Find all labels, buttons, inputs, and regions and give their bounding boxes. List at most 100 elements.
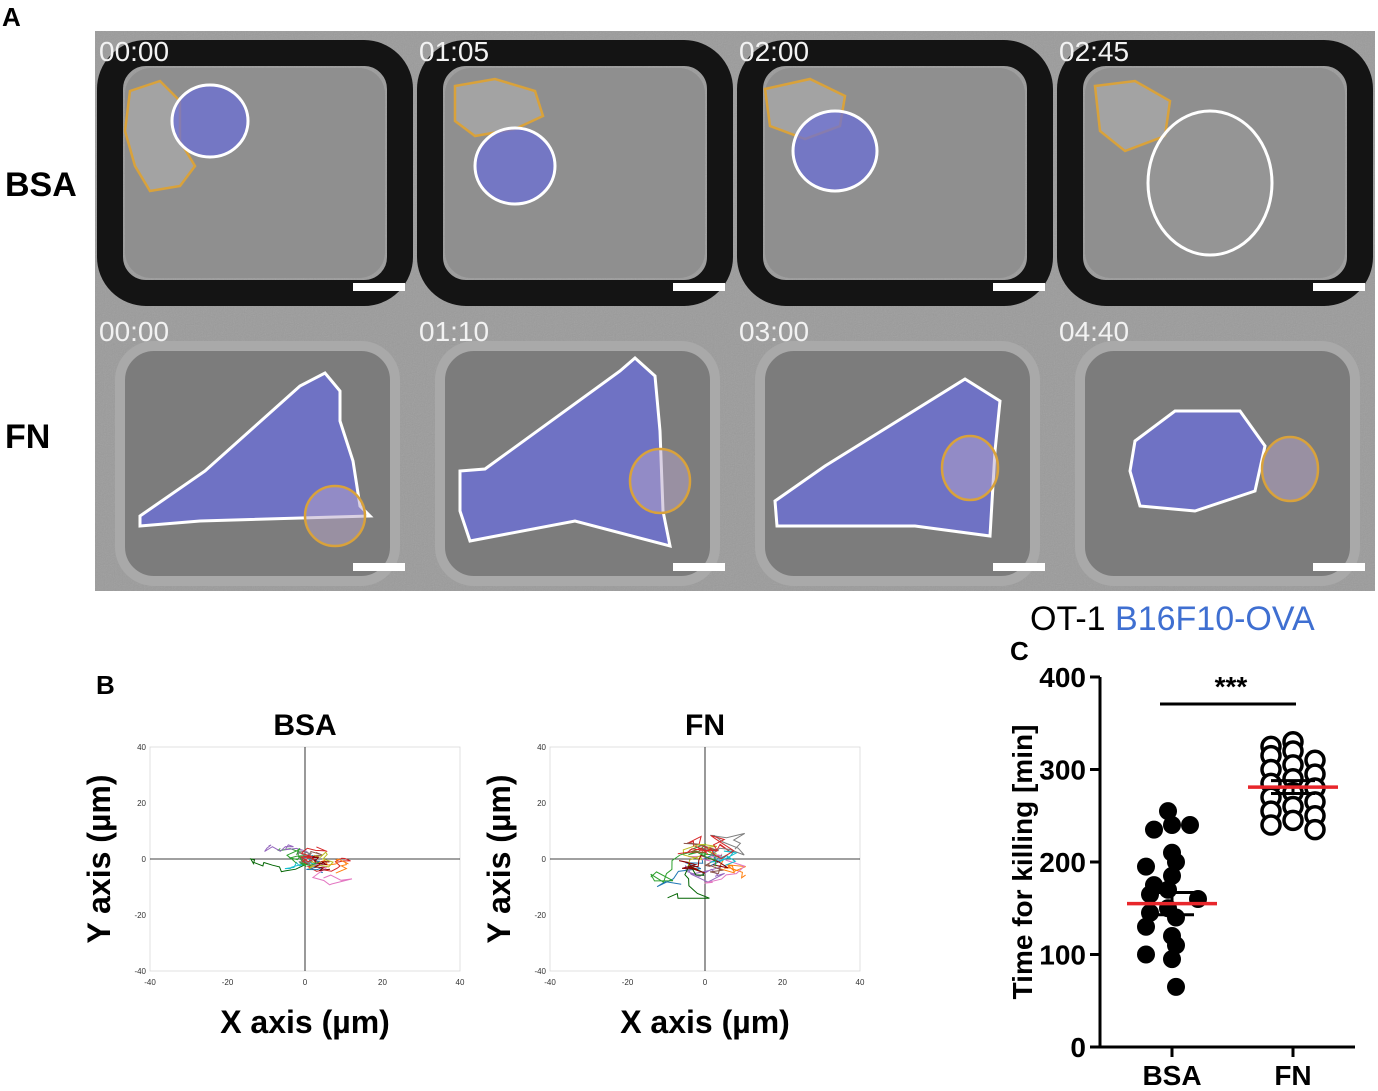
data-point — [1163, 816, 1181, 834]
x-axis-label: X axis (µm) — [620, 1004, 790, 1040]
data-point — [1163, 866, 1181, 885]
y-tick-label: 200 — [1039, 847, 1086, 878]
data-point — [1163, 950, 1181, 969]
x-tick-label: 20 — [778, 978, 787, 987]
tcell-outline — [940, 434, 1000, 502]
microscopy-tile: 00:00 — [95, 311, 415, 591]
y-tick-label: 20 — [537, 799, 546, 808]
cell-track — [306, 857, 351, 872]
scale-bar — [353, 563, 405, 571]
cell-track — [650, 850, 717, 883]
data-point — [1304, 818, 1326, 841]
data-point — [1167, 853, 1185, 871]
x-tick-label: 40 — [456, 978, 465, 987]
y-tick-label: 0 — [1070, 1032, 1086, 1063]
category-label: BSA — [1142, 1060, 1201, 1091]
data-point — [1141, 903, 1159, 922]
y-tick-label: -40 — [534, 967, 546, 976]
microwell-wall — [97, 40, 413, 306]
scale-bar — [993, 283, 1045, 291]
data-point — [1141, 885, 1159, 904]
microscopy-tile: 01:05 — [415, 31, 735, 311]
timestamp-label: 02:45 — [1059, 36, 1129, 67]
microscopy-tile: 04:40 — [1055, 311, 1375, 591]
x-tick-label: 20 — [378, 978, 387, 987]
cell-legend: OT-1 B16F10-OVA — [1030, 600, 1315, 639]
y-tick-label: 100 — [1039, 940, 1086, 971]
microwell-wall — [737, 40, 1053, 306]
track-plots: -40 -20 0 20 40 40 20 0 -20 -40 BSA X axis (µm) Y ax… — [81, 709, 865, 1040]
x-tick-label: 40 — [856, 978, 865, 987]
cell-track — [717, 860, 746, 879]
tcell-outline — [303, 484, 367, 548]
cell-track — [286, 848, 319, 867]
y-tick-label: -20 — [134, 911, 146, 920]
target-cell-outline — [791, 109, 879, 193]
cell-track — [308, 851, 334, 870]
row-label-fn: FN — [5, 418, 51, 456]
y-tick-label: 0 — [142, 855, 147, 864]
cell-track — [682, 843, 717, 869]
data-point — [1181, 816, 1199, 834]
x-tick-label: -20 — [222, 978, 234, 987]
target-cell-outline — [170, 83, 250, 159]
microwell-wall — [1057, 40, 1373, 306]
y-tick-label: 300 — [1039, 755, 1086, 786]
track-plot: -40 -20 0 20 40 40 20 0 -20 -40 BSA X axis (µm) Y ax… — [81, 709, 465, 1040]
microscopy-tile: 02:45 — [1055, 31, 1375, 311]
microscopy-tile: 00:00 — [95, 31, 415, 311]
microscopy-tile: 02:00 — [735, 31, 1055, 311]
microwell-wall — [417, 40, 733, 306]
timestamp-label: 01:10 — [419, 316, 489, 347]
y-axis-label: Time for killing [min] — [1007, 725, 1038, 1000]
track-plot: -40 -20 0 20 40 40 20 0 -20 -40 FN X axis (µm) Y axi… — [481, 709, 865, 1040]
microscopy-grid: 00:00 01:05 02:00 02:45 00:00 01:10 03:00 04:40 — [95, 31, 1375, 591]
y-axis-label: Y axis (µm) — [481, 774, 517, 943]
target-cell-outline — [1146, 109, 1274, 257]
timestamp-label: 04:40 — [1059, 316, 1129, 347]
target-cell-outline — [473, 126, 557, 206]
legend-target: B16F10-OVA — [1115, 600, 1315, 638]
row-label-bsa: BSA — [5, 166, 77, 204]
x-tick-label: -40 — [144, 978, 156, 987]
timestamp-label: 00:00 — [99, 36, 169, 67]
y-tick-label: 40 — [537, 743, 546, 752]
scale-bar — [993, 563, 1045, 571]
data-point — [1260, 814, 1282, 836]
significance-stars: *** — [1215, 671, 1248, 702]
scale-bar — [673, 563, 725, 571]
tcell-outline — [628, 447, 692, 515]
data-point — [1167, 977, 1185, 996]
y-tick-label: -40 — [134, 967, 146, 976]
data-point — [1167, 936, 1185, 955]
data-point — [1167, 908, 1185, 927]
y-tick-label: 20 — [137, 799, 146, 808]
cell-track — [710, 832, 745, 857]
microscopy-tile: 01:10 — [415, 311, 735, 591]
timestamp-label: 02:00 — [739, 36, 809, 67]
y-axis-label: Y axis (µm) — [81, 774, 117, 943]
cell-track — [667, 865, 710, 899]
data-point — [1137, 945, 1155, 964]
data-point — [1282, 809, 1304, 832]
category-label: FN — [1274, 1060, 1311, 1091]
tcell-outline — [1260, 435, 1320, 503]
x-axis-label: X axis (µm) — [220, 1004, 390, 1040]
timestamp-label: 01:05 — [419, 36, 489, 67]
panel-letter-a: A — [2, 2, 21, 32]
timestamp-label: 03:00 — [739, 316, 809, 347]
data-point — [1159, 880, 1177, 899]
cell-track — [300, 846, 328, 865]
cell-track — [677, 835, 735, 860]
data-point — [1137, 917, 1155, 936]
cell-track — [316, 858, 349, 874]
cell-track — [249, 858, 308, 873]
tcell-outline — [453, 77, 545, 138]
microscopy-tile: 03:00 — [735, 311, 1055, 591]
x-tick-label: 0 — [703, 978, 708, 987]
cell-track — [295, 850, 313, 866]
y-tick-label: 400 — [1039, 662, 1086, 693]
killing-time-chart: 0 100 200 300 400 Time for killing [min] BSA FN… — [1007, 662, 1355, 1091]
data-point — [1145, 820, 1163, 839]
